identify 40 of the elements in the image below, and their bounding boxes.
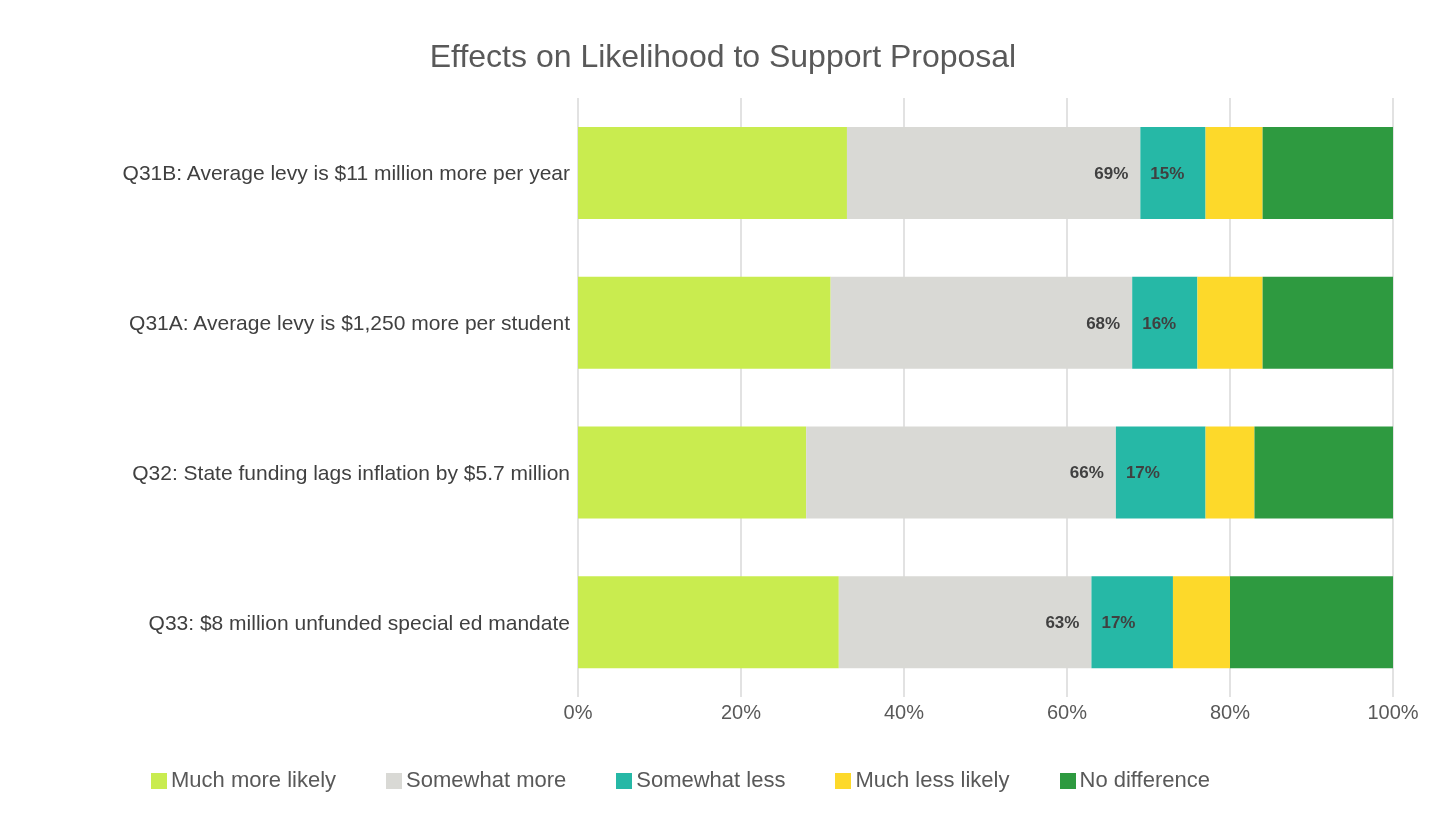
bar [1091, 576, 1173, 669]
bar [1205, 127, 1263, 219]
x-tick-label: 40% [883, 701, 925, 724]
bar [1205, 426, 1255, 519]
x-tick-label: 80% [1209, 701, 1251, 724]
legend-label: No difference [1079, 767, 1210, 792]
bar [578, 276, 831, 369]
legend-label: Somewhat more [406, 767, 567, 792]
bar [1262, 276, 1393, 369]
annotation: 17% [1101, 613, 1136, 633]
annotation: 68% [1086, 313, 1121, 333]
x-tick-label: 0% [563, 701, 593, 724]
bar [1172, 576, 1230, 669]
bar [1254, 426, 1393, 519]
bar [1262, 127, 1393, 219]
bar [578, 426, 807, 519]
bar [1115, 426, 1206, 519]
y-tick-label: Q31A: Average levy is $1,250 more per student [129, 311, 571, 335]
annotation: 66% [1069, 463, 1104, 483]
y-tick-label: Q32: State funding lags inflation by $5.7 million [132, 460, 570, 484]
annotation: 16% [1142, 313, 1177, 333]
x-tick-label: 60% [1046, 701, 1088, 724]
annotation: 15% [1150, 163, 1185, 183]
annotation: 17% [1125, 463, 1160, 483]
legend-label: Much more likely [171, 767, 337, 792]
y-tick-label: Q31B: Average levy is $11 million more per year [122, 161, 570, 185]
bar [1132, 276, 1198, 369]
legend-label: Much less likely [855, 767, 1010, 792]
chart-title: Effects on Likelihood to Support Proposal [428, 37, 1018, 76]
bar [578, 127, 847, 219]
bar [1230, 576, 1393, 669]
y-tick-label: Q33: $8 million unfunded special ed mandate [148, 610, 570, 634]
bar [1197, 276, 1263, 369]
x-tick-label: 100% [1367, 701, 1419, 724]
bar [1140, 127, 1206, 219]
annotation: 69% [1094, 163, 1129, 183]
annotation: 63% [1045, 613, 1080, 633]
x-tick-label: 20% [720, 701, 762, 724]
legend-label: Somewhat less [636, 767, 786, 792]
bar [578, 576, 839, 669]
